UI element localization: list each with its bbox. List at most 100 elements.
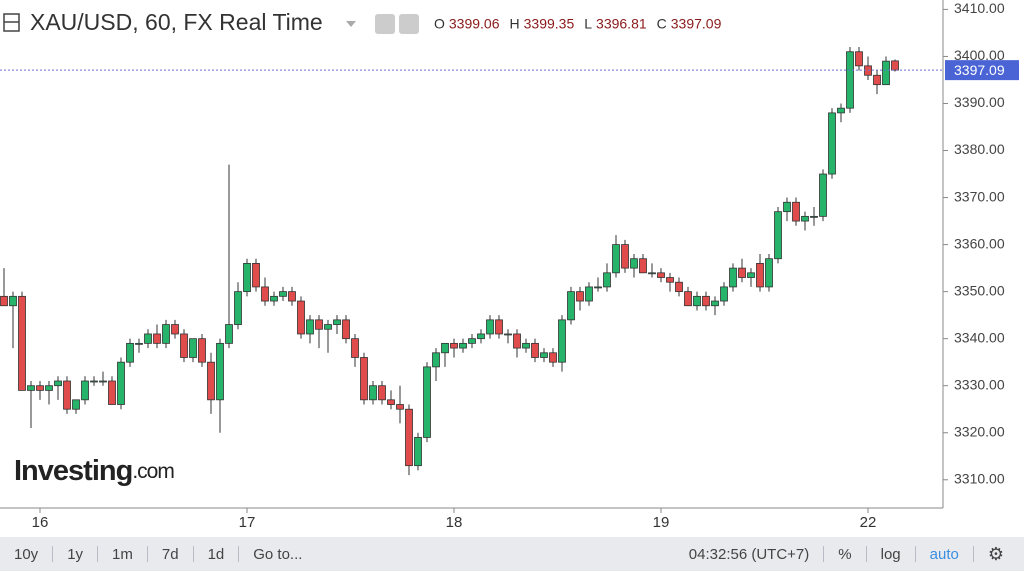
y-tick-label: 3390.00 <box>954 94 1005 110</box>
candle-body <box>702 295 710 307</box>
candle-body <box>441 342 449 354</box>
y-tick-label: 3340.00 <box>954 329 1005 345</box>
ohlc-key: L <box>584 16 592 32</box>
candle-body <box>522 342 530 349</box>
candle-body <box>198 338 206 363</box>
candle-body <box>279 291 287 297</box>
candle-body <box>90 380 98 383</box>
candle-body <box>306 319 314 335</box>
candle-body <box>252 263 260 288</box>
logo-main: Investing <box>14 455 132 487</box>
candle-body <box>729 267 737 288</box>
ohlc-key: C <box>657 16 667 32</box>
candle-body <box>693 295 701 307</box>
candle-body <box>333 319 341 325</box>
range-button[interactable]: Go to... <box>253 545 303 563</box>
candle-body <box>351 338 359 358</box>
candle-body <box>558 319 566 363</box>
candle-body <box>684 291 692 307</box>
candle-body <box>450 342 458 349</box>
option-button[interactable]: log <box>880 545 901 563</box>
candle-body <box>873 74 881 86</box>
candle-body <box>630 258 638 269</box>
candle-body <box>342 319 350 340</box>
candle-body <box>621 244 629 269</box>
candle-body <box>639 258 647 274</box>
candle-body <box>324 324 332 330</box>
ohlc-legend: O 3399.06 H 3399.35 L 3396.81 C 3397.09 <box>434 16 722 32</box>
candle-body <box>162 324 170 344</box>
separator <box>823 546 825 562</box>
candle-body <box>288 291 296 302</box>
candle-body <box>486 319 494 335</box>
range-button[interactable]: 1y <box>67 545 84 563</box>
candle-body <box>756 263 764 288</box>
candle-body <box>387 399 395 405</box>
option-button[interactable]: % <box>838 545 852 563</box>
candle-body <box>540 352 548 358</box>
candle-body <box>612 244 620 274</box>
y-tick-label: 3330.00 <box>954 376 1005 392</box>
y-tick-label: 3360.00 <box>954 235 1005 251</box>
candle-body <box>513 333 521 349</box>
candle-body <box>144 333 152 344</box>
candle-body <box>675 281 683 293</box>
candle-body <box>216 342 224 401</box>
candle-body <box>72 399 80 410</box>
candle-body <box>747 272 755 278</box>
x-tick-label: 22 <box>860 514 877 531</box>
ohlc-key: H <box>510 16 520 32</box>
candle-body <box>360 357 368 401</box>
title-dropdown[interactable] <box>346 21 356 27</box>
candle-body <box>810 215 818 218</box>
eye-button[interactable] <box>375 14 395 34</box>
candle-body <box>594 286 602 289</box>
separator <box>97 546 99 562</box>
candle-body <box>720 286 728 302</box>
separator <box>865 546 867 562</box>
range-button[interactable]: 1m <box>112 545 133 563</box>
candle-body <box>54 380 62 387</box>
range-button[interactable]: 10y <box>14 545 39 563</box>
candle-body <box>666 277 674 283</box>
candle-body <box>819 173 827 217</box>
candle-body <box>576 291 584 302</box>
candle-body <box>504 333 512 336</box>
y-tick-label: 3400.00 <box>954 47 1005 63</box>
candle-body <box>567 291 575 321</box>
candle-body <box>459 342 467 349</box>
separator <box>972 546 974 562</box>
candle-body <box>585 286 593 302</box>
candle-body <box>423 366 431 438</box>
candle-body <box>378 385 386 401</box>
logo-domain: .com <box>132 460 174 483</box>
y-tick-label: 3410.00 <box>954 0 1005 16</box>
range-button[interactable]: 1d <box>207 545 225 563</box>
clock: 04:32:56 (UTC+7) <box>688 545 810 563</box>
settings-button[interactable] <box>399 14 419 34</box>
candle-body <box>0 295 8 307</box>
candle-body <box>396 404 404 410</box>
logo: Investing.com <box>14 455 174 487</box>
option-button[interactable]: auto <box>929 545 959 563</box>
candle-body <box>414 437 422 467</box>
candle-body <box>738 267 746 278</box>
separator <box>238 546 240 562</box>
ohlc-value: 3399.35 <box>524 16 575 32</box>
ohlc-value: 3397.09 <box>671 16 722 32</box>
candle-body <box>18 295 26 391</box>
candle-body <box>549 352 557 363</box>
settings-gear[interactable]: ⚙ <box>987 543 1004 564</box>
candle-body <box>225 324 233 344</box>
candle-body <box>432 352 440 368</box>
range-button[interactable]: 7d <box>161 545 179 563</box>
candle-body <box>45 385 53 391</box>
candle-body <box>657 272 665 278</box>
y-tick-label: 3320.00 <box>954 423 1005 439</box>
separator <box>52 546 54 562</box>
candle-body <box>63 380 71 410</box>
candle-body <box>846 51 854 109</box>
candle-body <box>315 319 323 330</box>
x-tick-label: 19 <box>653 514 670 531</box>
